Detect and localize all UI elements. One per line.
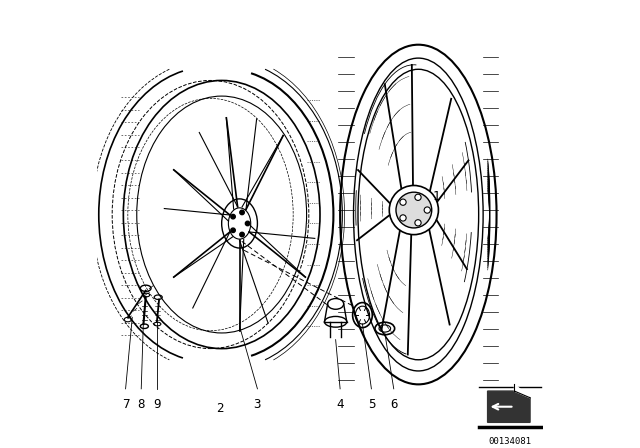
Circle shape	[245, 221, 250, 226]
Text: 8: 8	[138, 398, 145, 411]
Text: 9: 9	[153, 398, 161, 411]
Ellipse shape	[396, 192, 432, 228]
Circle shape	[424, 207, 430, 213]
Polygon shape	[515, 384, 530, 398]
Polygon shape	[488, 391, 530, 422]
Circle shape	[240, 210, 244, 215]
Circle shape	[400, 215, 406, 221]
Circle shape	[400, 199, 406, 205]
Circle shape	[415, 194, 421, 200]
Text: 4: 4	[337, 398, 344, 411]
Circle shape	[231, 215, 236, 219]
Text: 00134081: 00134081	[488, 437, 531, 446]
Circle shape	[231, 228, 236, 233]
Circle shape	[240, 232, 244, 237]
Circle shape	[415, 220, 421, 226]
Text: 7: 7	[122, 398, 129, 411]
Text: 2: 2	[216, 402, 223, 415]
Text: 3: 3	[253, 398, 261, 411]
Text: 6: 6	[390, 398, 397, 411]
Text: 5: 5	[367, 398, 375, 411]
Text: 1: 1	[433, 190, 440, 203]
